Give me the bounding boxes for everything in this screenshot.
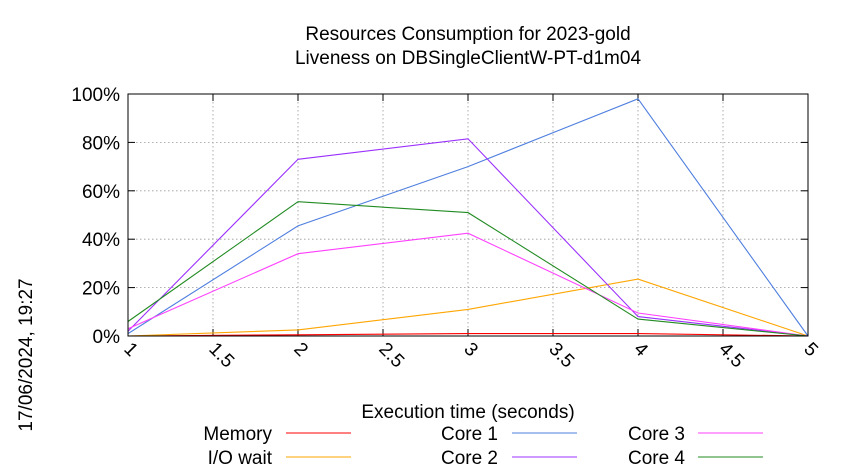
legend-label-core-1: Core 1	[441, 424, 498, 445]
x-tick-label: 2.5	[374, 339, 408, 373]
chart-subtitle: Liveness on DBSingleClientW-PT-d1m04	[295, 48, 641, 69]
legend-label-core-3: Core 3	[628, 424, 685, 445]
y-tick-label: 60%	[82, 182, 120, 203]
x-tick-label: 3.5	[544, 339, 578, 373]
x-tick-label: 3	[459, 339, 481, 361]
series-line-i-o-wait	[127, 278, 809, 337]
y-tick-label: 40%	[82, 230, 120, 251]
series-line-core-2	[127, 138, 809, 337]
series-line-core-1	[127, 98, 809, 337]
x-tick-label: 5	[799, 339, 821, 361]
legend-label-core-2: Core 2	[441, 448, 498, 469]
legend-label-memory: Memory	[203, 424, 272, 445]
legend-label-core-4: Core 4	[628, 448, 685, 469]
chart-title: Resources Consumption for 2023-gold	[305, 24, 630, 45]
x-tick-label: 2	[289, 339, 311, 361]
x-tick-label: 1.5	[204, 339, 238, 373]
series-line-memory	[127, 333, 809, 337]
series-lines	[127, 98, 809, 337]
x-tick-label: 4.5	[714, 339, 748, 373]
grid-lines	[127, 93, 809, 337]
y-tick-label: 20%	[82, 279, 120, 300]
y-tick-label: 80%	[82, 133, 120, 154]
y-axis: 0% 20% 40% 60% 80% 100%	[71, 85, 808, 348]
series-line-core-3	[127, 232, 809, 337]
x-tick-label: 4	[629, 339, 652, 362]
plot-frame	[127, 93, 809, 337]
y-tick-label: 0%	[93, 327, 121, 348]
x-tick-label: 1	[119, 339, 141, 361]
x-axis-label: Execution time (seconds)	[361, 402, 574, 423]
legend-label-i-o-wait: I/O wait	[208, 448, 273, 469]
y-tick-label: 100%	[71, 85, 120, 106]
legend: Memory I/O wait Core 1 Core 2 Core 3 Core 4	[203, 424, 763, 469]
series-line-core-4	[127, 201, 809, 337]
timestamp-label: 17/06/2024, 19:27	[16, 278, 37, 431]
